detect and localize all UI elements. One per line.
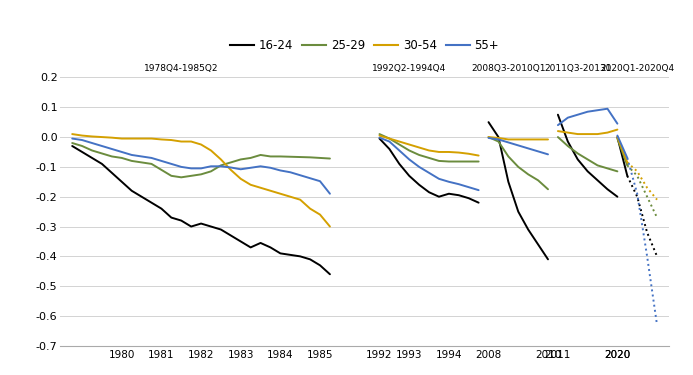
Text: 2008Q3-2010Q1: 2008Q3-2010Q1 xyxy=(471,64,545,73)
Legend: 16-24, 25-29, 30-54, 55+: 16-24, 25-29, 30-54, 55+ xyxy=(225,34,504,57)
Text: 1978Q4-1985Q2: 1978Q4-1985Q2 xyxy=(144,64,218,73)
Text: 1992Q2-1994Q4: 1992Q2-1994Q4 xyxy=(372,64,446,73)
Text: 2011Q3-20131: 2011Q3-20131 xyxy=(544,64,611,73)
Text: 2020Q1-2020Q4: 2020Q1-2020Q4 xyxy=(600,64,674,73)
